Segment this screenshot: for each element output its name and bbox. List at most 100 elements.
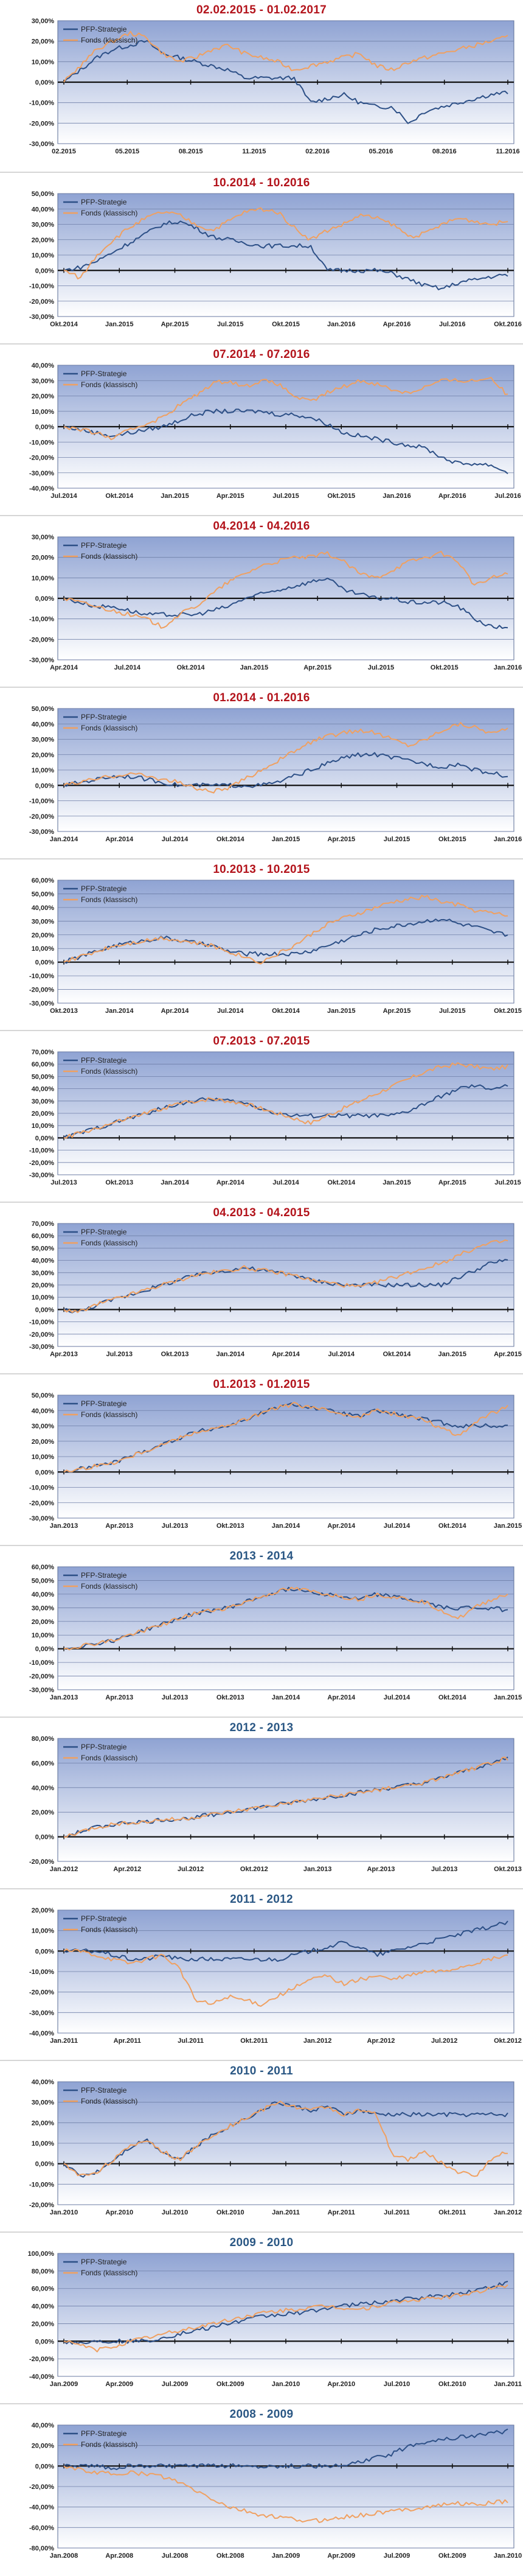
y-tick-label: 20,00%: [32, 932, 55, 939]
x-tick-label: Apr.2008: [105, 2552, 133, 2560]
series-line-strategy: [63, 2281, 508, 2345]
x-tick-label: Apr.2013: [105, 1694, 133, 1701]
x-tick-label: Apr.2009: [105, 2381, 133, 2388]
y-tick-label: 20,00%: [32, 2119, 55, 2127]
x-tick-label: Jan.2015: [161, 492, 189, 500]
y-tick-label: 10,00%: [32, 1928, 55, 1935]
chart-panel: 2011 - 2012 20,00% 10,00% 0,00% -10,00% -20,0…: [0, 1888, 523, 2060]
chart-svg: 70,00% 60,00% 50,00% 40,00% 30,00% 20,00% 10,0…: [29, 1049, 521, 1186]
x-tick-label: Jan.2015: [438, 1351, 466, 1358]
legend-label-strategy: PFP-Strategie: [81, 1914, 127, 1923]
y-tick-label: -20,00%: [29, 813, 54, 821]
y-tick-label: -10,00%: [29, 1969, 54, 1976]
x-tick-label: Apr.2013: [105, 1522, 133, 1530]
x-tick-label: Okt.2015: [272, 321, 300, 328]
legend: PFP-Strategie Fonds (klassisch): [63, 1056, 137, 1076]
chart-title: 02.02.2015 - 01.02.2017: [196, 4, 327, 16]
legend: PFP-Strategie Fonds (klassisch): [63, 1571, 137, 1591]
y-tick-label: 10,00%: [32, 58, 55, 66]
y-tick-label: 40,00%: [32, 1407, 55, 1415]
x-tick-label: Jul.2014: [384, 1694, 410, 1701]
chart-panel: 2010 - 2011 40,00% 30,00% 20,00% 10,00% 0,00%…: [0, 2060, 523, 2231]
x-tick-label: Jul.2016: [494, 492, 521, 500]
y-tick-label: 40,00%: [32, 905, 55, 912]
series-line-strategy: [63, 752, 508, 788]
y-tick-label: 30,00%: [32, 377, 55, 385]
legend: PFP-Strategie Fonds (klassisch): [63, 25, 137, 44]
chart-title: 01.2013 - 01.2015: [213, 1378, 310, 1391]
legend: PFP-Strategie Fonds (klassisch): [63, 2429, 137, 2449]
series-line-fund: [63, 2101, 508, 2177]
x-tick-label: 08.2016: [432, 148, 457, 155]
series-line-fund: [63, 1239, 508, 1314]
x-tick-label: Okt.2013: [161, 1351, 189, 1358]
chart-svg: 80,00%60,00%40,00%20,00%0,00%-20,00%Jan.…: [29, 1735, 522, 1873]
y-tick-label: 10,00%: [32, 575, 55, 582]
chart-panel: 2012 - 2013 80,00% 60,00% 40,00% 20,00% 0,00%…: [0, 1717, 523, 1888]
x-tick-label: Jan.2014: [216, 1351, 245, 1358]
x-tick-label: Okt.2010: [216, 2209, 244, 2216]
y-tick-label: 60,00%: [32, 2286, 55, 2293]
y-tick-label: 60,00%: [32, 1760, 55, 1767]
chart-svg: 100,00% 80,00% 60,00% 40,00% 20,00% 0,00% -20,…: [28, 2250, 522, 2388]
series-line-fund: [63, 550, 508, 629]
chart-svg: 50,00% 40,00% 30,00% 20,00% 10,00% 0,00% -10,0…: [29, 705, 522, 843]
series-line-fund: [63, 207, 508, 279]
legend-label-strategy: PFP-Strategie: [81, 25, 127, 33]
x-tick-label: Jan.2009: [272, 2552, 300, 2560]
y-tick-label: 60,00%: [32, 877, 55, 884]
y-tick-label: -10,00%: [29, 973, 54, 980]
legend: PFP-Strategie Fonds (klassisch): [63, 541, 137, 561]
x-tick-label: Okt.2009: [216, 2381, 244, 2388]
x-tick-label: Okt.2011: [240, 2037, 268, 2045]
y-tick-label: 50,00%: [32, 191, 55, 198]
chart-title: 2009 - 2010: [229, 2236, 294, 2249]
legend-label-fund: Fonds (klassisch): [81, 724, 137, 732]
x-tick-label: Apr.2014: [272, 1351, 300, 1358]
legend-label-strategy: PFP-Strategie: [81, 2429, 127, 2438]
y-tick-label: -10,00%: [29, 616, 54, 623]
x-tick-label: Jul.2015: [494, 1179, 521, 1186]
y-tick-label: -30,00%: [29, 828, 54, 836]
chart-panel: 2009 - 2010 100,00% 80,00% 60,00% 40,00% 20,0…: [0, 2231, 523, 2403]
y-tick-label: 0,00%: [35, 959, 54, 967]
x-tick-label: Jan.2014: [272, 1694, 300, 1701]
x-tick-label: Jan.2016: [383, 492, 410, 500]
y-tick-label: 20,00%: [32, 1809, 55, 1816]
x-tick-label: Okt.2015: [431, 664, 459, 671]
y-tick-label: 0,00%: [35, 2161, 54, 2168]
x-tick-label: Okt.2015: [327, 492, 355, 500]
y-tick-label: 40,00%: [32, 1086, 55, 1093]
x-tick-label: Jan.2010: [50, 2209, 78, 2216]
y-tick-label: -20,00%: [29, 455, 54, 462]
x-tick-label: Jul.2013: [162, 1522, 188, 1530]
x-tick-label: Okt.2015: [438, 836, 466, 843]
chart-title: 07.2013 - 07.2015: [213, 1035, 310, 1048]
chart-title: 07.2014 - 07.2016: [213, 348, 310, 361]
x-tick-label: Okt.2009: [438, 2552, 466, 2560]
x-tick-label: Okt.2014: [272, 1007, 300, 1015]
x-tick-label: Okt.2014: [438, 1522, 467, 1530]
y-tick-label: 0,00%: [35, 424, 54, 431]
x-tick-label: Jan.2013: [303, 1866, 331, 1873]
chart-panel: 07.2014 - 07.2016 40,00% 30,00% 20,00% 10,00…: [0, 343, 523, 515]
x-tick-label: Okt.2014: [216, 836, 245, 843]
y-tick-label: -20,00%: [29, 1500, 54, 1507]
chart-title: 04.2014 - 04.2016: [213, 520, 310, 533]
y-tick-label: 30,00%: [32, 1423, 55, 1430]
legend: PFP-Strategie Fonds (klassisch): [63, 1914, 137, 1934]
x-tick-label: Jan.2016: [327, 321, 355, 328]
x-tick-label: Okt.2008: [216, 2552, 244, 2560]
y-tick-label: -30,00%: [29, 1343, 54, 1351]
y-tick-label: 30,00%: [32, 2099, 55, 2107]
y-tick-label: 0,00%: [35, 2338, 54, 2345]
y-tick-label: -30,00%: [29, 657, 54, 664]
chart-svg: 50,00% 40,00% 30,00% 20,00% 10,00% 0,00% -10,0…: [29, 1392, 522, 1530]
y-tick-label: 40,00%: [32, 1591, 55, 1598]
chart-svg: 50,00% 40,00% 30,00% 20,00% 10,00% 0,00% -10,0…: [29, 191, 522, 328]
series-line-fund: [63, 1756, 508, 1838]
y-tick-label: -30,00%: [29, 141, 54, 148]
legend-label-fund: Fonds (klassisch): [81, 552, 137, 561]
x-tick-label: Jan.2015: [383, 1179, 410, 1186]
y-tick-label: 10,00%: [32, 1122, 55, 1130]
